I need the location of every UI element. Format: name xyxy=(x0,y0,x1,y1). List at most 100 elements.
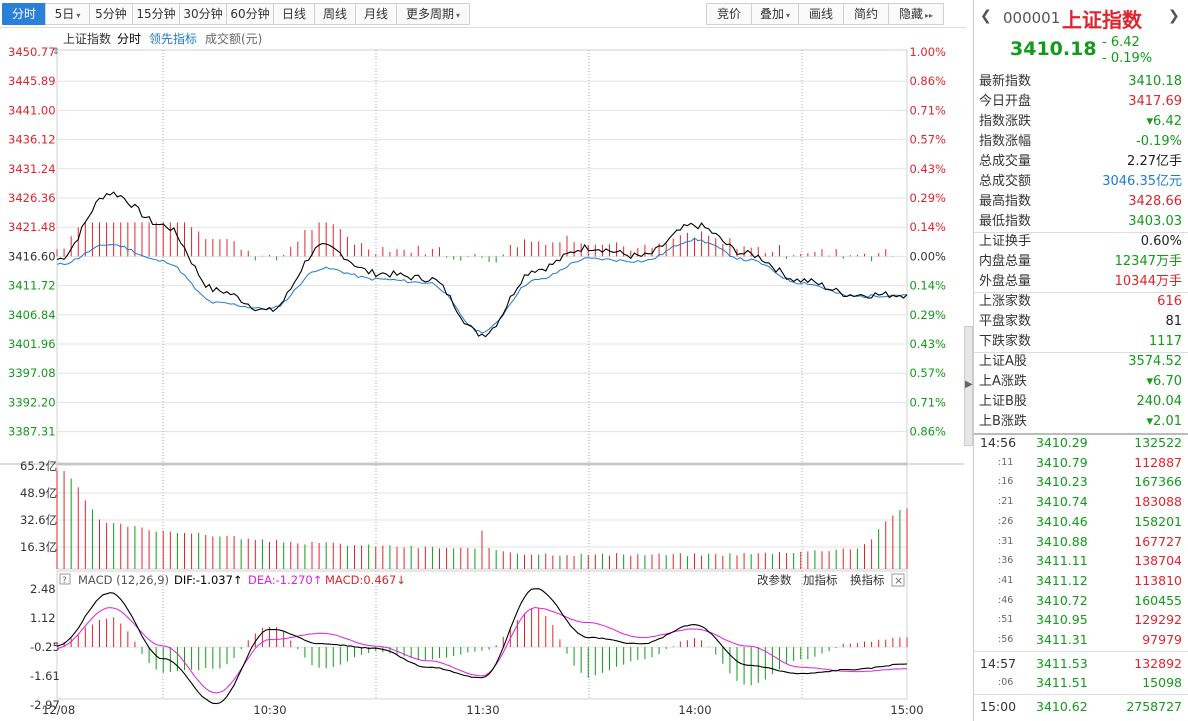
pct-axis-label: 0.71% xyxy=(909,103,946,117)
period-button-8[interactable]: 月线 xyxy=(355,3,397,25)
tick-list[interactable]: 14:56 3410.29 132522:11 3410.79 112887:16 341… xyxy=(974,432,1188,721)
stat-row: 今日开盘 3417.69 xyxy=(979,92,1182,112)
stat-value: 12347万手 xyxy=(1114,254,1182,269)
tick-time: :41 xyxy=(998,574,1014,586)
quote-header: ❮ 000001 上证指数 ❯ xyxy=(974,0,1188,36)
price-axis-label: 3416.60 xyxy=(8,249,56,263)
period-button-0[interactable]: 分时 xyxy=(2,3,46,25)
dea-line xyxy=(56,606,908,694)
stat-row: 下跌家数 1117 xyxy=(979,332,1182,352)
stat-value: 616 xyxy=(1157,294,1182,309)
change-params-button: 改参数 xyxy=(757,573,792,587)
period-button-1[interactable]: 5日 ▾ xyxy=(45,3,90,25)
period-button-label: 分时 xyxy=(11,7,36,21)
period-button-4[interactable]: 30分钟 xyxy=(179,3,227,25)
stat-label: 指数涨幅 xyxy=(979,134,1032,149)
dropdown-arrow-icon: ▾ xyxy=(456,11,461,20)
period-button-label: 30分钟 xyxy=(183,7,223,21)
pct-axis-label: 0.29% xyxy=(909,308,946,322)
tool-button-label: 隐藏 xyxy=(898,7,923,21)
tick-row: :51 3410.95 129292 xyxy=(974,610,1182,630)
tick-time: :26 xyxy=(998,515,1014,527)
period-button-label: 更多周期 xyxy=(405,7,454,21)
stat-label: 平盘家数 xyxy=(979,314,1032,329)
tick-price: 3410.46 xyxy=(1036,513,1088,529)
tick-volume: 2758727 xyxy=(1126,699,1182,715)
quote-sidebar: ❮ 000001 上证指数 ❯ 3410.18 - 6.42 - 0.19% 最… xyxy=(973,0,1188,721)
pct-axis-label: 0.29% xyxy=(909,191,946,205)
tick-time: :21 xyxy=(998,496,1014,508)
chart-area[interactable]: 上证指数 分时 领先指标 成交额(元) 3450.77 1.00% 3445.89 0.86%… xyxy=(0,28,964,721)
collapse-arrow-icon: ▶ xyxy=(965,379,973,390)
period-button-6[interactable]: 日线 xyxy=(273,3,315,25)
symbol-code: 000001 xyxy=(1003,9,1061,27)
tick-price: 3410.23 xyxy=(1036,474,1088,490)
tick-price: 3410.62 xyxy=(1036,717,1100,721)
expand-icon: ▸▸ xyxy=(924,11,934,20)
volume-axis-label: 16.3亿 xyxy=(20,540,57,554)
next-symbol-icon[interactable]: ❯ xyxy=(1168,8,1180,24)
stat-value: 240.04 xyxy=(1136,394,1183,409)
dropdown-arrow-icon: ▾ xyxy=(76,11,81,20)
tick-volume: 167727 xyxy=(1134,533,1182,549)
tool-button-3[interactable]: 简约 xyxy=(843,3,889,25)
tick-price: 3410.95 xyxy=(1036,612,1088,628)
tool-button-4[interactable]: 隐藏 ▸▸ xyxy=(888,3,944,25)
pct-axis-label: 0.43% xyxy=(909,162,946,176)
tick-price: 3410.79 xyxy=(1036,454,1088,470)
stat-value: 2.27亿手 xyxy=(1127,154,1182,169)
tool-button-2[interactable]: 画线 xyxy=(798,3,844,25)
tick-time: 15:00 xyxy=(980,699,1017,715)
macd-axis-label: 1.12 xyxy=(30,611,56,625)
pct-axis-label: 0.14% xyxy=(909,220,946,234)
period-button-5[interactable]: 60分钟 xyxy=(226,3,274,25)
drag-icon: ⇕ xyxy=(52,47,60,57)
tick-row: :31 3410.88 167727 xyxy=(974,532,1182,552)
period-button-9[interactable]: 更多周期 ▾ xyxy=(396,3,470,25)
tool-button-label: 叠加 xyxy=(759,7,784,21)
stat-label: 指数涨跌 xyxy=(979,114,1032,129)
stat-label: 上涨家数 xyxy=(979,294,1032,309)
stat-value: 1117 xyxy=(1148,334,1182,349)
tick-time: :51 xyxy=(998,614,1014,626)
tick-row: :46 3410.72 160455 xyxy=(974,591,1182,611)
avg-price-line xyxy=(56,237,907,334)
chart-title: 上证指数 xyxy=(63,31,111,46)
tick-row: :593410.62 0 xyxy=(974,717,1182,721)
tick-price: 3410.29 xyxy=(1036,435,1088,450)
price-change: - 6.42 xyxy=(1102,35,1140,50)
period-button-label: 5分钟 xyxy=(95,7,127,21)
pct-axis-label: 0.57% xyxy=(909,133,946,147)
close-macd-button[interactable] xyxy=(891,573,905,587)
time-axis-label: 10:30 xyxy=(253,703,286,717)
price-axis-label: 3450.77 xyxy=(8,45,56,59)
stat-label: 上B涨跌 xyxy=(979,414,1027,429)
stat-label: 上证A股 xyxy=(979,354,1027,369)
price-change-pct: - 0.19% xyxy=(1102,51,1153,66)
tick-volume: 183088 xyxy=(1134,494,1182,510)
price-axis-label: 3387.31 xyxy=(8,425,56,439)
prev-symbol-icon[interactable]: ❮ xyxy=(980,8,992,24)
stats-separator xyxy=(974,351,1188,353)
macd-title: MACD (12,26,9) xyxy=(78,573,169,587)
period-button-7[interactable]: 周线 xyxy=(314,3,356,25)
stat-value: 3410.18 xyxy=(1128,74,1182,89)
collapse-sidebar-handle[interactable]: ▶ xyxy=(964,326,973,446)
tool-button-1[interactable]: 叠加 ▾ xyxy=(751,3,799,25)
stat-row: 平盘家数 81 xyxy=(979,312,1182,332)
period-button-3[interactable]: 15分钟 xyxy=(132,3,180,25)
stat-label: 最新指数 xyxy=(979,74,1032,89)
stat-row: 总成交量 2.27亿手 xyxy=(979,152,1182,172)
stat-label: 总成交量 xyxy=(979,154,1032,169)
stat-row: 上B涨跌 ▾2.01 xyxy=(979,412,1182,432)
stat-label: 最高指数 xyxy=(979,194,1032,209)
close-icon: × xyxy=(894,574,903,587)
tick-volume: 129292 xyxy=(1134,612,1182,628)
tool-button-0[interactable]: 竞价 xyxy=(706,3,752,25)
tick-row: :36 3411.11 138704 xyxy=(974,551,1182,571)
stat-row: 最新指数 3410.18 xyxy=(979,72,1182,92)
tick-volume: 132522 xyxy=(1134,435,1182,450)
period-button-2[interactable]: 5分钟 xyxy=(89,3,133,25)
last-price: 3410.18 xyxy=(1010,38,1097,60)
tick-volume: 113810 xyxy=(1134,572,1182,588)
